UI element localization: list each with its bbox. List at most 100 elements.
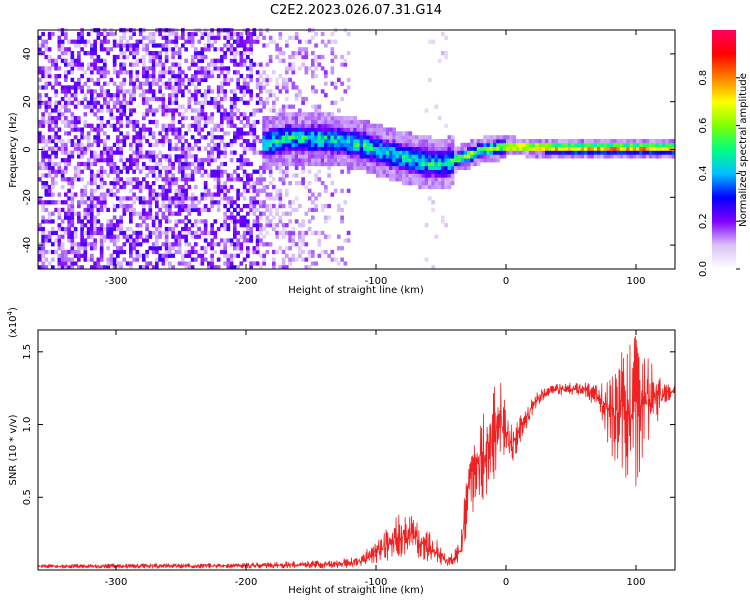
spectrogram-cell xyxy=(441,184,445,190)
spectrogram-cell xyxy=(54,123,58,128)
spectrogram-cell xyxy=(155,54,159,60)
spectrogram-cell xyxy=(190,77,195,83)
spectrogram-cell xyxy=(278,219,283,224)
spectrogram-cell xyxy=(161,112,166,117)
spectrogram-cell xyxy=(330,150,335,155)
spectrogram-cell xyxy=(155,238,159,243)
spectrogram-cell xyxy=(47,188,52,193)
spectrogram-cell xyxy=(200,58,205,63)
spectrogram-cell xyxy=(64,116,68,121)
spectrogram-cell xyxy=(194,154,198,159)
spectrogram-cell xyxy=(44,192,49,197)
spectrogram-cell xyxy=(636,139,640,144)
spectrogram-cell xyxy=(125,196,130,201)
spectrogram-cell xyxy=(307,146,312,151)
spectrogram-cell xyxy=(73,261,78,266)
spectrogram-cell xyxy=(457,146,461,151)
spectrogram-cell xyxy=(216,47,221,52)
spectrogram-cell xyxy=(103,131,107,136)
spectrogram-cell xyxy=(376,173,380,178)
spectrogram-cell xyxy=(330,249,335,255)
spectrogram-cell xyxy=(41,242,45,247)
spectrogram-cell xyxy=(116,204,120,209)
spectrogram-cell xyxy=(327,150,331,155)
spectrogram-cell xyxy=(233,234,237,239)
spectrogram-cell xyxy=(337,154,341,159)
spectrogram-cell xyxy=(268,146,273,151)
spectrogram-cell xyxy=(194,89,198,94)
spectrogram-cell xyxy=(281,173,286,178)
spectrogram-cell xyxy=(333,142,338,148)
spectrogram-cell xyxy=(129,265,133,270)
spectrogram-cell xyxy=(190,93,195,98)
spectrogram-cell xyxy=(145,100,149,105)
spectrogram-cell xyxy=(392,150,396,155)
spectrogram-cell xyxy=(421,184,426,190)
spectrogram-cell xyxy=(129,219,133,224)
spectrogram-cell xyxy=(155,154,159,159)
spectrogram-cell xyxy=(64,253,68,258)
spectrogram-cell xyxy=(99,238,104,243)
spectrogram-cell xyxy=(155,200,159,205)
spectrogram-cell xyxy=(99,265,104,270)
spectrogram-cell xyxy=(294,131,299,136)
spectrogram-cell xyxy=(385,165,390,171)
spectrogram-cell xyxy=(80,150,84,155)
spectrogram-cell xyxy=(51,150,55,155)
spectrogram-cell xyxy=(99,223,104,228)
spectrogram-cell xyxy=(385,131,390,136)
spectrogram-cell xyxy=(109,108,114,113)
spectrogram-cell xyxy=(223,89,227,94)
spectrogram-cell xyxy=(132,62,136,67)
spectrogram-cell xyxy=(463,158,468,163)
spectrogram-cell xyxy=(207,62,211,67)
spectrogram-cell xyxy=(106,89,110,94)
spectrogram-cell xyxy=(242,184,247,190)
spectrogram-cell xyxy=(233,223,237,228)
spectrogram-cell xyxy=(294,181,299,186)
spectrogram-cell xyxy=(317,177,322,182)
spectrogram-cell xyxy=(272,158,276,163)
spectrogram-cell xyxy=(278,265,283,270)
spectrogram-cell xyxy=(350,158,354,163)
spectrogram-cell xyxy=(93,66,97,71)
spectrogram-cell xyxy=(47,219,52,224)
spectrogram-cell xyxy=(216,200,221,205)
spectrogram-cell xyxy=(239,51,244,56)
spectrogram-cell xyxy=(574,142,578,148)
spectrogram-x-tick-label: 100 xyxy=(626,276,645,287)
spectrogram-cell xyxy=(340,54,344,60)
spectrogram-cell xyxy=(99,85,104,90)
spectrogram-cell xyxy=(90,62,94,67)
spectrogram-cell xyxy=(57,169,62,174)
spectrogram-cell xyxy=(252,62,257,67)
spectrogram-cell xyxy=(246,89,250,94)
spectrogram-cell xyxy=(356,135,361,140)
spectrogram-cell xyxy=(194,165,198,171)
spectrogram-cell xyxy=(337,135,341,140)
spectrogram-cell xyxy=(249,238,253,243)
spectrogram-cell xyxy=(239,127,244,132)
spectrogram-cell xyxy=(411,158,416,163)
spectrogram-cell xyxy=(223,219,227,224)
spectrogram-cell xyxy=(181,116,185,121)
spectrogram-cell xyxy=(268,150,273,155)
spectrogram-cell xyxy=(259,211,263,216)
spectrogram-cell xyxy=(112,100,117,105)
spectrogram-cell xyxy=(447,154,452,159)
spectrogram-cell xyxy=(346,116,351,121)
spectrogram-cell xyxy=(64,150,68,155)
spectrogram-cell xyxy=(155,161,159,167)
spectrogram-cell xyxy=(96,77,101,83)
spectrogram-cell xyxy=(668,154,673,159)
spectrogram-cell xyxy=(103,81,107,86)
spectrogram-cell xyxy=(135,146,140,151)
spectrogram-cell xyxy=(47,100,52,105)
spectrogram-cell xyxy=(333,39,338,44)
spectrogram-cell xyxy=(405,150,409,155)
spectrogram-cell xyxy=(44,249,49,255)
spectrogram-cell xyxy=(86,215,91,220)
spectrogram-cell xyxy=(60,51,65,56)
spectrogram-cell xyxy=(44,200,49,205)
spectrogram-cell xyxy=(210,230,214,236)
